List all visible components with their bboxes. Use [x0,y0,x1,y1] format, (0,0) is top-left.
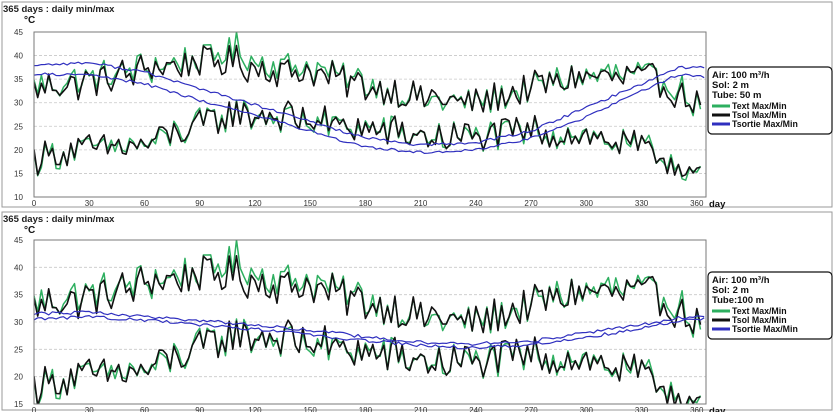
x-tick-label: 60 [140,199,149,208]
y-tick-label: 35 [14,291,23,300]
y-tick-label: 30 [14,99,23,108]
legend-box [707,66,833,135]
x-axis-label: day [709,406,726,412]
x-axis-label: day [709,199,726,210]
x-tick-label: 30 [85,199,94,208]
x-tick-label: 330 [635,406,649,412]
plot-area [34,32,705,181]
legend-header-line: Tube:100 m [712,295,764,306]
plot-area [34,240,705,404]
x-tick-label: 90 [195,199,204,208]
x-tick-label: 90 [195,406,204,412]
x-tick-label: 270 [524,199,538,208]
series-line-tsol-max [34,255,702,335]
x-tick-label: 210 [414,406,428,412]
x-tick-label: 60 [140,406,149,412]
series-line-tsortie-min [34,315,705,350]
y-tick-label: 15 [14,169,23,178]
legend-header-line: Sol: 2 m [712,80,749,91]
x-tick-label: 0 [32,199,37,208]
x-tick-label: 240 [469,199,483,208]
legend-label: Text Max/Min [732,101,787,111]
legend-label: Tsol Max/Min [732,315,787,325]
y-tick-label: 20 [14,373,23,382]
y-tick-label: 40 [14,52,23,61]
series-line-tsol-min [34,319,701,404]
x-tick-label: 180 [359,406,373,412]
series-line-tsortie-min [34,72,705,154]
series-line-tsortie-max [34,61,705,147]
x-tick-label: 30 [85,406,94,412]
legend-header-line: Air: 100 m³/h [712,70,770,81]
legend-label: Tsortie Max/Min [732,119,798,129]
y-tick-label: 30 [14,318,23,327]
legend-label: Tsortie Max/Min [732,324,798,334]
x-tick-label: 180 [359,199,373,208]
x-tick-label: 120 [248,406,262,412]
series-line-tsol-max [34,44,702,114]
y-tick-label: 40 [14,263,23,272]
legend-label: Tsol Max/Min [732,110,787,120]
x-tick-label: 300 [580,199,594,208]
chart-panel-2: 365 days : daily min/max°C 15 20 25 30 35 40 45… [1,211,833,417]
x-tick-label: 150 [303,199,317,208]
series-line-tsol-min [34,100,701,178]
x-tick-label: 330 [635,199,649,208]
y-tick-label: 45 [14,28,23,37]
y-axis-label: °C [24,15,35,26]
y-tick-label: 25 [14,122,23,131]
x-tick-label: 150 [303,406,317,412]
chart-title: 365 days : daily min/max [3,214,115,225]
plot-border [33,31,707,198]
legend-header-line: Air: 100 m³/h [712,275,770,286]
x-tick-label: 240 [469,406,483,412]
y-tick-label: 25 [14,345,23,354]
y-tick-label: 20 [14,146,23,155]
y-tick-label: 10 [14,193,23,202]
chart-panel-1: 365 days : daily min/max°C 10 15 20 25 30 35 40… [1,1,833,210]
y-axis-label: °C [24,225,35,236]
x-tick-label: 120 [248,199,262,208]
x-tick-label: 210 [414,199,428,208]
x-tick-label: 360 [690,406,704,412]
chart-title: 365 days : daily min/max [3,4,115,15]
plot-border [33,239,707,405]
series-line-text-min [34,318,702,404]
legend-header-line: Tube: 50 m [712,90,761,101]
series-line-text-min [34,99,702,181]
legend-box [707,271,833,340]
series-line-tsortie-max [34,310,705,346]
legend-header-line: Sol: 2 m [712,285,749,296]
x-tick-label: 300 [580,406,594,412]
x-tick-label: 270 [524,406,538,412]
x-tick-label: 360 [690,199,704,208]
y-tick-label: 15 [14,400,23,409]
y-tick-label: 45 [14,236,23,245]
x-tick-label: 0 [32,406,37,412]
legend-label: Text Max/Min [732,306,787,316]
y-tick-label: 35 [14,75,23,84]
